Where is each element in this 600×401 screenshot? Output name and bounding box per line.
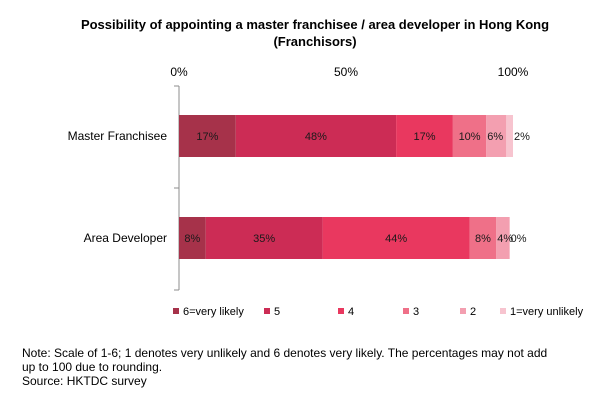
- x-tick-label: 50%: [334, 65, 358, 79]
- bar-segment: [179, 217, 206, 259]
- data-label: 35%: [253, 233, 275, 245]
- legend-swatch: [338, 308, 344, 314]
- data-label: 2%: [514, 131, 530, 143]
- legend-swatch: [264, 308, 270, 314]
- bar-segment: [496, 217, 510, 259]
- data-label: 4%: [497, 233, 513, 245]
- legend-label: 4: [348, 306, 354, 318]
- legend-swatch: [173, 308, 179, 314]
- data-label: 8%: [475, 233, 491, 245]
- data-label: 17%: [413, 131, 435, 143]
- note-line-2: up to 100 due to rounding.: [22, 360, 163, 374]
- legend-label: 2: [470, 306, 476, 318]
- bar-segment: [452, 115, 487, 157]
- chart-title-block: Possibility of appointing a master franc…: [20, 16, 600, 50]
- legend-swatch: [460, 308, 466, 314]
- legend-swatch: [500, 308, 506, 314]
- data-label: 10%: [459, 131, 481, 143]
- category-label: Area Developer: [84, 231, 167, 245]
- bar-segment: [322, 217, 470, 259]
- bar-segment: [396, 115, 453, 157]
- legend-label: 6=very likely: [183, 306, 244, 318]
- chart-note: Note: Scale of 1-6; 1 denotes very unlik…: [22, 346, 592, 388]
- data-label: 48%: [305, 131, 327, 143]
- x-tick-label: 0%: [170, 65, 188, 79]
- legend-label: 5: [274, 306, 280, 318]
- data-label: 8%: [184, 233, 200, 245]
- note-line-1: Note: Scale of 1-6; 1 denotes very unlik…: [22, 346, 548, 360]
- data-label: 6%: [487, 131, 503, 143]
- data-label: 17%: [196, 131, 218, 143]
- legend-label: 3: [413, 306, 419, 318]
- bar-segment: [469, 217, 497, 259]
- bar-segment: [506, 115, 513, 157]
- data-label: 44%: [385, 233, 407, 245]
- chart-subtitle: (Franchisors): [273, 34, 357, 49]
- data-label: 0%: [511, 233, 527, 245]
- bar-segment: [205, 217, 323, 259]
- legend-swatch: [403, 308, 409, 314]
- bar-segment: [486, 115, 507, 157]
- bar-segment: [179, 115, 236, 157]
- category-label: Master Franchisee: [68, 129, 168, 143]
- legend-label: 1=very unlikely: [510, 306, 584, 318]
- note-line-3: Source: HKTDC survey: [22, 374, 147, 388]
- x-tick-label: 100%: [498, 65, 529, 79]
- chart-title: Possibility of appointing a master franc…: [80, 17, 550, 32]
- bar-segment: [235, 115, 397, 157]
